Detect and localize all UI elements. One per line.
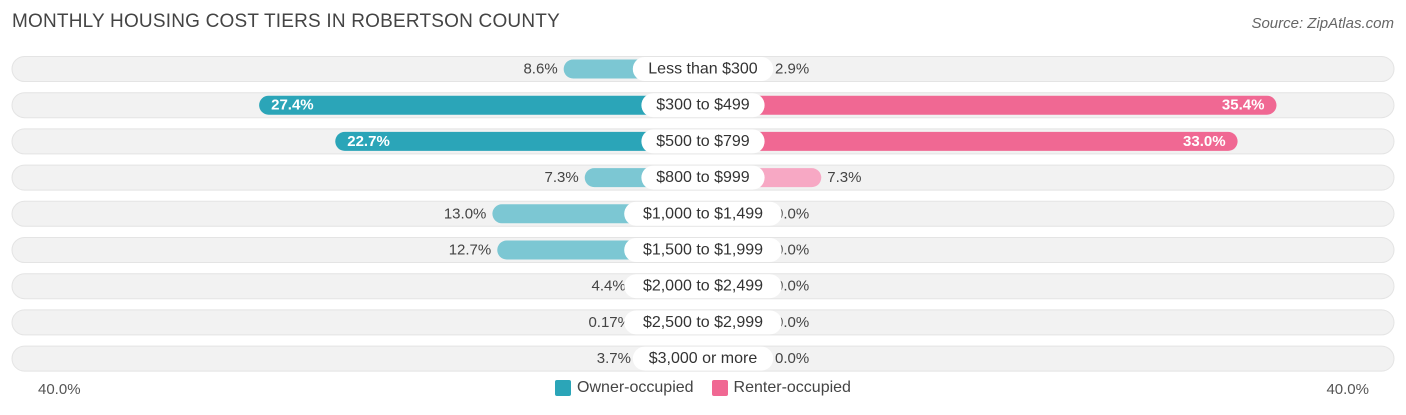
legend-renter: Renter-occupied — [711, 379, 851, 397]
owner-value-label: 0.17% — [588, 314, 631, 331]
category-label: $3,000 or more — [649, 350, 758, 367]
category-pill — [624, 310, 782, 335]
category-pill — [641, 165, 765, 190]
renter-value-label: 0.0% — [775, 242, 809, 259]
owner-bar — [335, 131, 703, 151]
renter-bar — [703, 95, 1277, 115]
axis-left-label: 40.0% — [38, 381, 81, 398]
axis-right-label: 40.0% — [1326, 381, 1369, 398]
renter-value-label: 0.0% — [775, 205, 809, 222]
category-label: $500 to $799 — [656, 133, 750, 150]
category-label: $1,000 to $1,499 — [643, 205, 763, 222]
chart-area: 8.6% 2.9% Less than $300 27.4% 35.4% $300 to … — [11, 56, 1395, 372]
owner-value-label: 4.4% — [592, 278, 626, 295]
category-pill — [641, 93, 765, 118]
owner-value-label: 12.7% — [449, 242, 492, 259]
category-pill — [624, 274, 782, 299]
renter-value-label: 0.0% — [775, 314, 809, 331]
category-label: $800 to $999 — [656, 169, 750, 186]
owner-value-label: 27.4% — [271, 97, 314, 114]
legend-owner-swatch — [555, 380, 572, 396]
owner-value-label: 7.3% — [545, 169, 579, 186]
category-label: $2,000 to $2,499 — [643, 278, 763, 295]
renter-bar — [703, 131, 1238, 151]
category-pill — [624, 238, 782, 262]
owner-bar — [259, 95, 703, 115]
renter-value-label: 33.0% — [1183, 133, 1226, 150]
category-pill — [641, 129, 765, 154]
chart-title: MONTHLY HOUSING COST TIERS IN ROBERTSON … — [12, 11, 560, 32]
source-note: Source: ZipAtlas.com — [1251, 15, 1394, 32]
legend-owner-label: Owner-occupied — [577, 379, 694, 396]
renter-value-label: 2.9% — [775, 61, 809, 78]
owner-value-label: 13.0% — [444, 205, 487, 222]
category-pill — [632, 57, 774, 81]
renter-value-label: 0.0% — [775, 278, 809, 295]
owner-value-label: 22.7% — [347, 133, 390, 150]
owner-value-label: 8.6% — [523, 61, 557, 78]
owner-value-label: 3.7% — [597, 350, 631, 367]
legend-renter-swatch — [711, 380, 728, 396]
renter-value-label: 0.0% — [775, 350, 809, 367]
category-label: $1,500 to $1,999 — [643, 242, 763, 259]
category-label: $2,500 to $2,999 — [643, 314, 763, 331]
legend-renter-label: Renter-occupied — [733, 379, 851, 396]
legend: Owner-occupied Renter-occupied — [0, 379, 1406, 397]
legend-owner: Owner-occupied — [555, 379, 694, 397]
renter-value-label: 35.4% — [1222, 97, 1265, 114]
category-label: $300 to $499 — [656, 97, 750, 114]
category-label: Less than $300 — [648, 61, 758, 78]
category-pill — [632, 346, 774, 371]
renter-value-label: 7.3% — [827, 169, 861, 186]
category-pill — [624, 201, 782, 226]
